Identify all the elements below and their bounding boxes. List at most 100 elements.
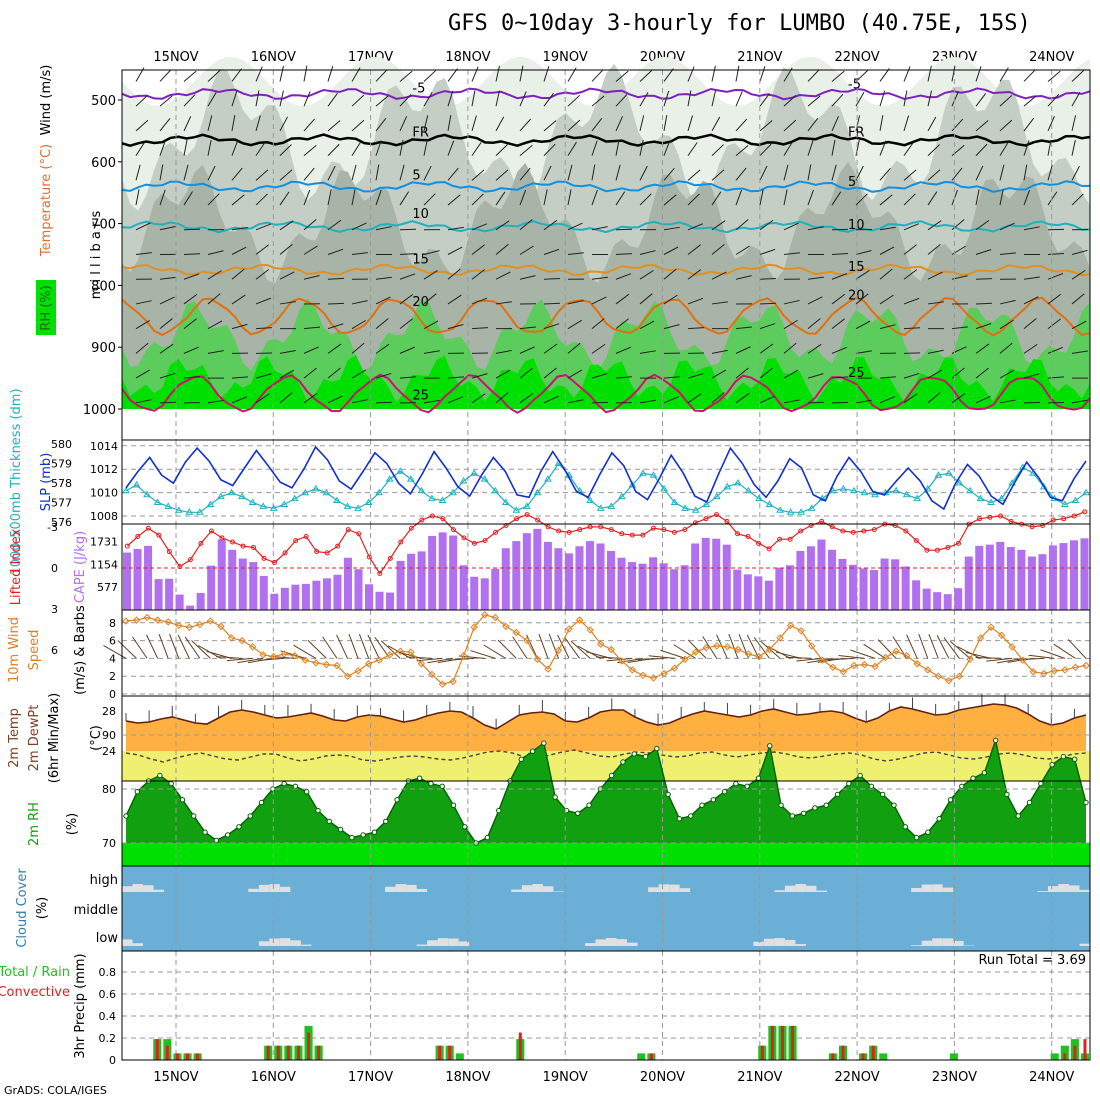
bottom-date-label: 24NOV <box>1029 1070 1074 1085</box>
wind-barb <box>879 140 887 156</box>
thickness-point <box>459 477 468 484</box>
wind-barb <box>759 367 773 379</box>
li-point <box>461 535 467 541</box>
isotherm-15 <box>121 263 1091 277</box>
wind-speed-point <box>607 645 615 654</box>
precip-total-bar <box>949 1053 958 1060</box>
slp-tick: 1008 <box>90 510 118 523</box>
wind-barb <box>399 273 416 280</box>
cape-bar <box>1006 547 1015 610</box>
cape-li-panel: 577 1154 1731 -3 0 3 6 Lifted Index CAPE (J/kg) <box>9 509 1091 657</box>
surface-wind-barb <box>293 644 317 659</box>
precip-tick: 0.2 <box>99 1032 117 1045</box>
li-point <box>861 528 867 534</box>
rh2m-point <box>304 789 310 795</box>
thickness-point <box>1082 488 1090 496</box>
upper-air-panel: -5 -5 FR FR 5 5 10 10 15 15 20 20 25 25 500 600 700 800 90… <box>36 56 1091 441</box>
thickness-point <box>712 492 721 500</box>
wind-barb <box>375 69 388 82</box>
wind-barb <box>207 270 222 280</box>
wind-barb <box>783 369 799 379</box>
thickness-point <box>312 484 320 492</box>
wind-speed-point <box>755 652 763 661</box>
thickness-point <box>670 498 679 505</box>
wind-barb <box>183 70 197 82</box>
wind-speed-point <box>639 671 647 680</box>
wind-barb <box>1023 318 1037 330</box>
wind-barb <box>303 275 320 280</box>
cape-bar <box>238 558 247 610</box>
thickness-point <box>660 484 668 492</box>
bottom-date-label: 23NOV <box>932 1070 977 1085</box>
precip-conv-bar <box>165 1045 169 1060</box>
wind-barb <box>135 189 140 206</box>
cape-bar <box>964 556 973 610</box>
rh2m-point <box>428 780 434 787</box>
li-point <box>619 531 625 537</box>
li-point <box>787 536 793 542</box>
li-point <box>1061 516 1067 522</box>
wind-barb <box>975 323 992 330</box>
wind-barb <box>471 142 482 156</box>
surface-wind-barb <box>1053 643 1076 659</box>
precip-tick: 0.4 <box>99 1010 117 1023</box>
thickness-point <box>480 475 489 482</box>
precip-total-bar <box>1050 1053 1059 1060</box>
wind-barb <box>615 318 629 330</box>
wind-barb <box>303 144 317 157</box>
wind-barb <box>375 95 389 107</box>
wind-speed-point <box>364 660 373 668</box>
rh2m-point <box>168 780 174 787</box>
wind-barb <box>207 165 216 181</box>
temp-axis-label-4: (°C) <box>89 725 104 751</box>
thickness-point <box>428 494 436 502</box>
wind-barb <box>495 243 509 255</box>
wind-barb <box>207 350 224 354</box>
rh2m-point <box>157 772 163 779</box>
wind-barb <box>663 194 677 206</box>
slp-tick: 1010 <box>90 487 118 500</box>
rh2m-point <box>416 775 423 781</box>
wind-barb <box>375 343 390 354</box>
rh-band-95 <box>122 355 1090 409</box>
li-point <box>471 540 477 546</box>
temp-tick: 28 <box>102 705 116 718</box>
wind-barb <box>591 189 598 206</box>
wind-barb <box>255 269 269 280</box>
wind-barb <box>375 226 392 231</box>
cloud-high-bar <box>406 884 417 892</box>
li-point <box>324 550 330 556</box>
wind-barb <box>135 141 146 156</box>
wind-barb <box>183 228 201 231</box>
wind-barb <box>783 164 789 181</box>
surface-wind-barb <box>877 639 897 659</box>
isotherm-label: -5 <box>412 82 425 97</box>
surface-wind-barb <box>760 640 781 659</box>
rh2m-point <box>992 737 999 744</box>
surface-wind-barb <box>975 656 1002 659</box>
wind-speed-point <box>449 677 457 686</box>
cape-bar <box>638 563 647 610</box>
cloud-high-bar <box>1079 889 1090 892</box>
rh2m-point <box>586 802 592 808</box>
rh2m-point <box>1004 791 1010 798</box>
wind-barb <box>615 273 632 280</box>
wind-speed-point <box>691 648 700 656</box>
wind-barb <box>447 194 461 206</box>
wind-barb <box>903 193 916 206</box>
cape-bar <box>985 544 994 610</box>
cloud-low-bar <box>606 938 617 946</box>
wind-barb <box>591 95 605 107</box>
wind-barb <box>591 164 596 181</box>
wind-barb <box>735 275 752 280</box>
wind-speed-point <box>533 655 542 663</box>
wind-speed-point <box>417 660 426 668</box>
wind-barb <box>879 226 896 231</box>
li-point <box>335 543 341 549</box>
thickness-point <box>522 502 531 509</box>
wind-barb <box>975 66 982 82</box>
cloud-low-bar <box>911 945 922 946</box>
wind-barb <box>759 278 777 280</box>
wind-barb <box>495 169 509 181</box>
cape-bar <box>585 541 594 610</box>
